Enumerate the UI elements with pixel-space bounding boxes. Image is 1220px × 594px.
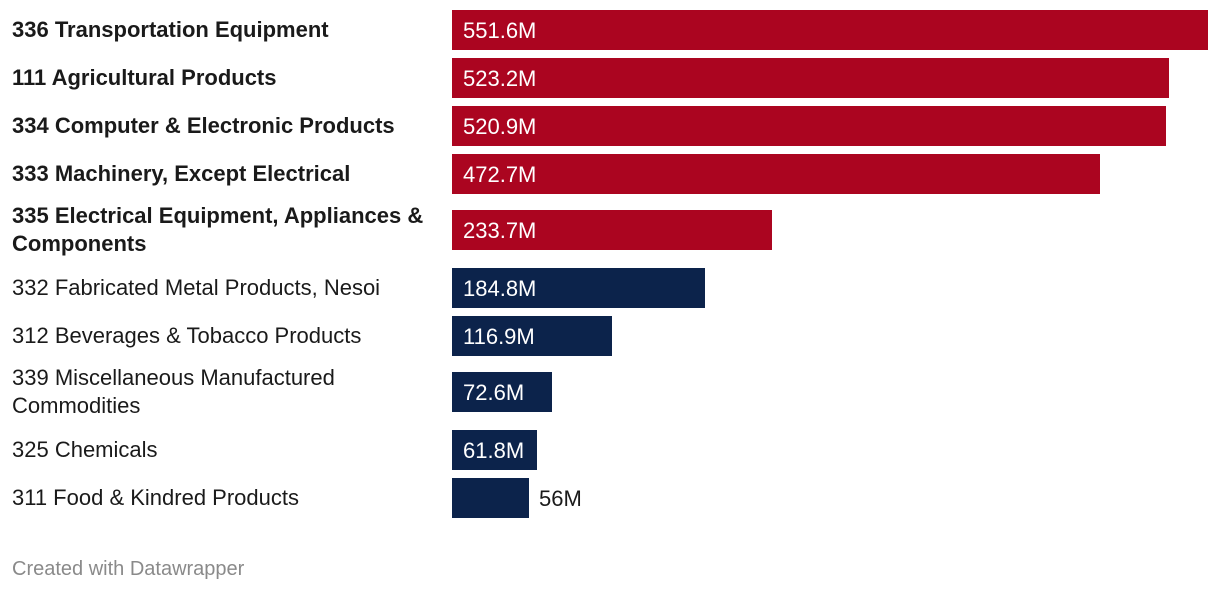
bar-row: 332 Fabricated Metal Products, Nesoi 184.… xyxy=(0,268,1220,308)
bar xyxy=(452,478,529,518)
bar xyxy=(452,58,1169,98)
bar-row: 334 Computer & Electronic Products 520.9M xyxy=(0,106,1220,146)
bar xyxy=(452,268,705,308)
value-label: 72.6M xyxy=(463,380,525,405)
value-label: 523.2M xyxy=(463,66,537,91)
category-label: 311 Food & Kindred Products xyxy=(12,485,299,510)
bar xyxy=(452,10,1208,50)
bar xyxy=(452,154,1100,194)
bar-row: 333 Machinery, Except Electrical 472.7M xyxy=(0,154,1220,194)
value-label: 233.7M xyxy=(463,218,537,243)
bar xyxy=(452,210,772,250)
category-label: 332 Fabricated Metal Products, Nesoi xyxy=(12,275,381,300)
bar xyxy=(452,106,1166,146)
value-label: 61.8M xyxy=(463,438,525,463)
value-label: 184.8M xyxy=(463,276,537,301)
category-label: 339 Miscellaneous Manufactured Commoditi… xyxy=(12,365,335,418)
value-label: 472.7M xyxy=(463,162,537,187)
category-label: 336 Transportation Equipment xyxy=(12,17,329,42)
bar-row: 335 Electrical Equipment, Appliances & C… xyxy=(0,202,1220,258)
bar xyxy=(452,316,612,356)
bar-row: 325 Chemicals 61.8M xyxy=(0,430,1220,470)
footer-credit: Created with Datawrapper xyxy=(12,558,245,580)
category-label: 333 Machinery, Except Electrical xyxy=(12,161,351,186)
category-label: 312 Beverages & Tobacco Products xyxy=(12,323,362,348)
category-label: 111 Agricultural Products xyxy=(12,65,277,90)
bar-row: 339 Miscellaneous Manufactured Commoditi… xyxy=(0,364,1220,420)
bar-row: 312 Beverages & Tobacco Products 116.9M xyxy=(0,316,1220,356)
bar-row: 311 Food & Kindred Products 56M xyxy=(0,478,1220,518)
bar-row: 336 Transportation Equipment 551.6M xyxy=(0,10,1220,50)
value-label: 56M xyxy=(539,486,582,511)
category-label: 335 Electrical Equipment, Appliances & C… xyxy=(12,203,424,256)
bar xyxy=(452,372,552,412)
category-label: 334 Computer & Electronic Products xyxy=(12,113,395,138)
bar-row: 111 Agricultural Products 523.2M xyxy=(0,58,1220,98)
value-label: 551.6M xyxy=(463,18,537,43)
value-label: 520.9M xyxy=(463,114,537,139)
category-label: 325 Chemicals xyxy=(12,437,158,462)
value-label: 116.9M xyxy=(463,324,535,349)
bar xyxy=(452,430,537,470)
bar-chart: 336 Transportation Equipment 551.6M 111 Ag… xyxy=(0,10,1220,518)
